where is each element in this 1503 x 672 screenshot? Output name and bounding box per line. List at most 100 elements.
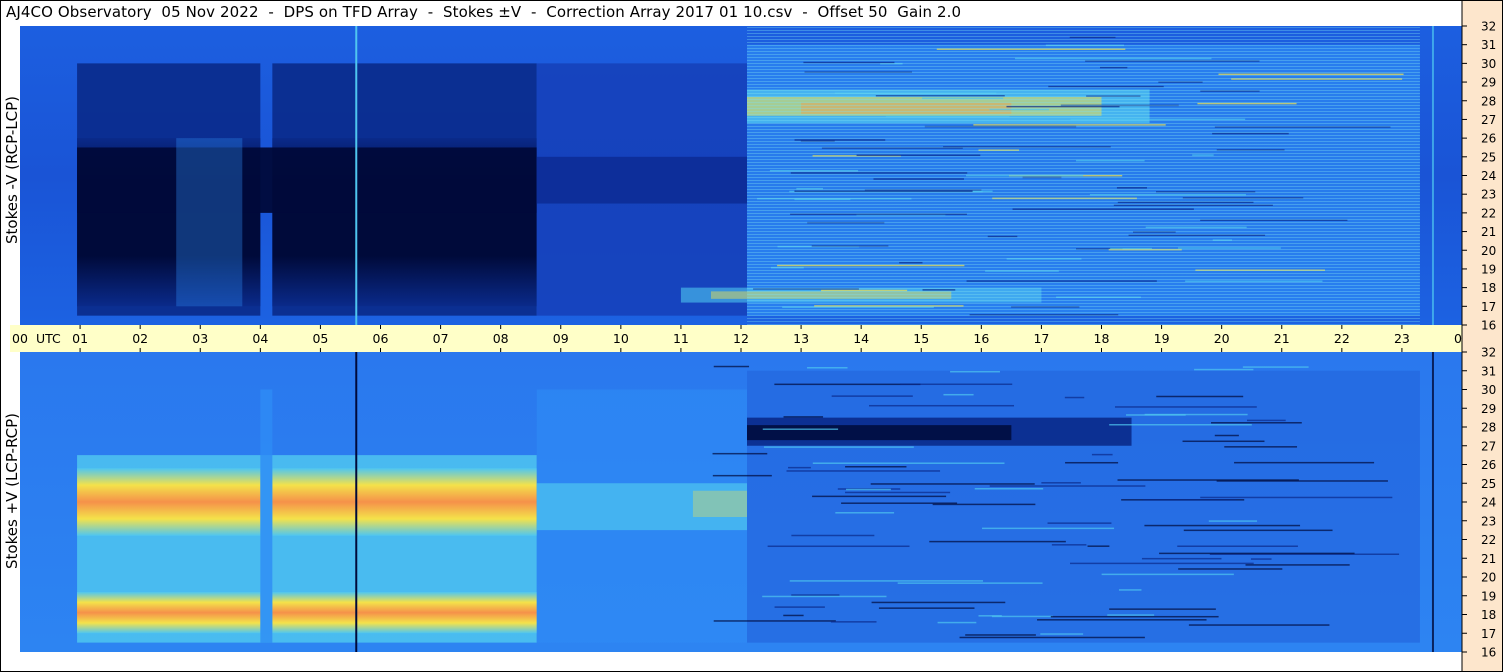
chart-title: AJ4CO Observatory 05 Nov 2022 - DPS on T…	[6, 3, 962, 21]
freq-tick-label: 26	[1481, 458, 1496, 472]
texture-streak	[1141, 557, 1222, 560]
texture-streak	[713, 620, 836, 622]
texture-streak	[762, 595, 887, 598]
freq-tick-label: 20	[1481, 571, 1496, 585]
texture-streak	[937, 621, 977, 624]
tick-label-hour: 05	[312, 331, 328, 346]
tick-label-hour: 15	[913, 331, 929, 346]
freq-tick-label: 19	[1481, 262, 1496, 276]
texture-streak	[1109, 608, 1216, 610]
texture-streak	[943, 393, 974, 396]
texture-streak	[831, 395, 913, 397]
texture-streak	[774, 383, 921, 386]
texture-streak	[1065, 461, 1119, 464]
freq-tick-label: 16	[1481, 319, 1496, 333]
tick-label-hour: 07	[433, 331, 449, 346]
vertical-marker	[355, 26, 358, 325]
texture-streak	[812, 495, 947, 498]
texture-streak	[807, 367, 848, 369]
tick-label-hour: 18	[1094, 331, 1110, 346]
freq-tick-label: 23	[1481, 514, 1496, 528]
texture-streak	[1064, 396, 1085, 399]
freq-tick-label: 21	[1481, 225, 1496, 239]
freq-tick-label: 21	[1481, 552, 1496, 566]
frequency-axis-strip	[1462, 0, 1503, 672]
tick-label-hour: 10	[613, 331, 629, 346]
texture-streak	[1188, 624, 1330, 626]
texture-streak	[1091, 453, 1113, 456]
freq-tick-label: 22	[1481, 533, 1496, 547]
texture-streak	[1246, 419, 1286, 422]
texture-streak	[959, 636, 1145, 639]
freq-tick-label: 25	[1481, 150, 1496, 164]
texture-streak	[897, 582, 1043, 584]
freq-tick-label: 18	[1481, 281, 1496, 295]
texture-streak	[991, 615, 1053, 618]
texture-streak	[845, 466, 907, 468]
tick-label-hour: 02	[132, 331, 148, 346]
texture-streak	[1087, 545, 1110, 547]
freq-tick-label: 18	[1481, 608, 1496, 622]
tick-label-hour: 17	[1033, 331, 1049, 346]
texture-streak	[1037, 619, 1207, 621]
texture-streak	[830, 621, 877, 623]
texture-streak	[845, 491, 951, 494]
time-axis-strip	[10, 325, 1462, 352]
texture-streak	[1041, 482, 1081, 484]
texture-streak	[1159, 552, 1355, 555]
freq-tick-label: 25	[1481, 477, 1496, 491]
time-axis: 00 UTC 01 02 03 04 05 06 07 08 09 10 11 12 13 14 15 16 17 1…	[10, 325, 1499, 352]
texture-streak	[1050, 615, 1219, 618]
freq-tick-label: 30	[1481, 383, 1496, 397]
freq-tick-label: 29	[1481, 76, 1496, 90]
texture-streak	[978, 615, 1002, 617]
tick-label-hour: 03	[192, 331, 208, 346]
texture-streak	[1156, 395, 1244, 398]
texture-streak	[878, 607, 975, 609]
vertical-marker	[1431, 352, 1434, 652]
texture-streak	[1101, 573, 1234, 576]
freq-tick-label: 20	[1481, 244, 1496, 258]
freq-tick-label: 29	[1481, 402, 1496, 416]
freq-tick-label: 32	[1481, 20, 1496, 34]
freq-tick-label: 32	[1481, 346, 1496, 360]
texture-streak	[1200, 496, 1393, 499]
tick-label-hour: 09	[553, 331, 569, 346]
texture-streak	[767, 545, 910, 548]
texture-streak	[1183, 529, 1333, 532]
tick-label-hour: 06	[373, 331, 389, 346]
top-spectrogram-panel	[20, 26, 1462, 325]
freq-tick-label: 17	[1481, 627, 1496, 641]
texture-streak	[869, 404, 1015, 407]
mid-band	[536, 483, 748, 531]
freq-tick-label: 27	[1481, 113, 1496, 127]
texture-streak	[791, 594, 840, 596]
tick-label-hour: 04	[252, 331, 268, 346]
freq-tick-label: 24	[1481, 169, 1496, 183]
texture-streak	[763, 446, 914, 448]
texture-streak	[1047, 522, 1112, 524]
texture-streak	[1070, 562, 1254, 565]
hot-band-upper	[272, 468, 537, 536]
texture-streak	[1051, 544, 1087, 546]
tick-label-hour: 23	[1394, 331, 1410, 346]
texture-streak	[713, 365, 750, 368]
tick-label-hour: 14	[853, 331, 869, 346]
texture-streak	[841, 502, 958, 504]
texture-streak	[774, 606, 825, 608]
texture-streak	[1107, 614, 1155, 616]
texture-streak	[871, 601, 1006, 604]
texture-streak	[1144, 413, 1248, 416]
texture-streak	[982, 527, 1115, 530]
hot-band-lower	[77, 592, 261, 634]
texture-streak	[812, 462, 1005, 464]
freq-tick-label: 27	[1481, 439, 1496, 453]
freq-tick-label: 23	[1481, 188, 1496, 202]
texture-streak	[791, 534, 875, 537]
texture-streak	[1245, 564, 1350, 566]
freq-tick-label: 17	[1481, 300, 1496, 314]
tick-label-hour: 11	[673, 331, 689, 346]
utc-unit-label: UTC	[36, 331, 61, 346]
freq-tick-label: 28	[1481, 94, 1496, 108]
